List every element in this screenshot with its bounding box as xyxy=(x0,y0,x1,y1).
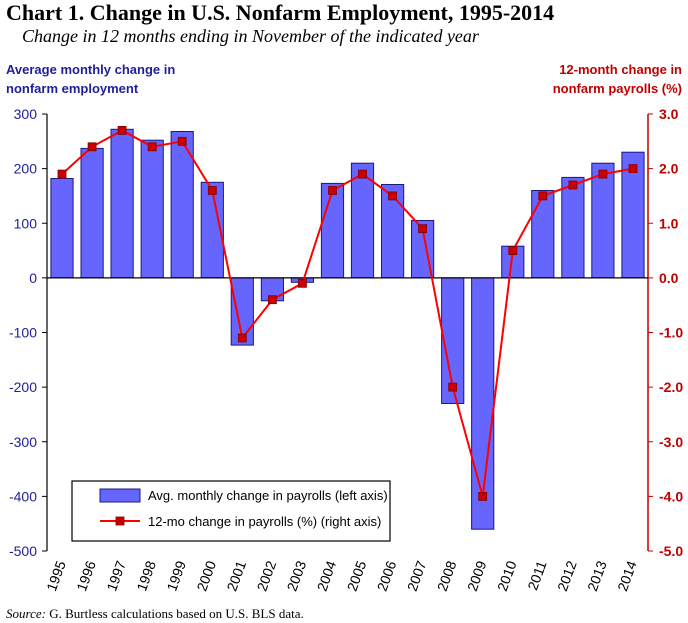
left-tick-label: 0 xyxy=(29,270,37,286)
x-tick-label: 2004 xyxy=(314,558,340,593)
x-tick-label: 2013 xyxy=(584,558,610,593)
left-tick-label: -400 xyxy=(9,488,37,504)
bar-1998 xyxy=(140,139,164,279)
x-tick-label: 2007 xyxy=(404,558,430,593)
line-marker-1998 xyxy=(147,142,157,152)
left-tick-label: -100 xyxy=(9,325,37,341)
x-tick-label: 2010 xyxy=(494,558,520,593)
x-tick-label: 1998 xyxy=(133,558,159,593)
left-axis-label: Average monthly change in nonfarm employ… xyxy=(6,62,176,96)
right-tick-label: 1.0 xyxy=(659,215,679,231)
line-marker-2012 xyxy=(568,180,578,190)
right-tick-label: -2.0 xyxy=(659,379,683,395)
right-tick-label: 0.0 xyxy=(659,270,679,286)
bar-1997 xyxy=(110,128,134,279)
left-tick-label: 200 xyxy=(14,161,38,177)
line-marker-2008 xyxy=(448,382,458,392)
x-tick-label: 1999 xyxy=(163,558,189,593)
bar-2012 xyxy=(561,176,585,279)
line-marker-2003 xyxy=(297,278,307,288)
x-tick-label: 2009 xyxy=(464,558,490,593)
left-tick-label: -200 xyxy=(9,379,37,395)
bar-2013 xyxy=(591,162,615,279)
left-tick-label: -500 xyxy=(9,543,37,559)
line-marker-1996 xyxy=(87,142,97,152)
source-note: Source: G. Burtless calculations based o… xyxy=(6,606,304,622)
payroll-pct-line xyxy=(61,129,634,497)
line-marker-1999 xyxy=(177,136,187,146)
line-marker-2009 xyxy=(478,491,488,501)
source-label: Source: xyxy=(6,606,46,621)
right-tick-label: -5.0 xyxy=(659,543,683,559)
x-tick-label: 2014 xyxy=(614,558,640,593)
x-tick-label: 2000 xyxy=(193,558,219,593)
bar-1996 xyxy=(80,147,104,279)
source-text: G. Burtless calculations based on U.S. B… xyxy=(49,606,304,621)
legend: Avg. monthly change in payrolls (left ax… xyxy=(71,480,391,542)
x-tick-label: 2012 xyxy=(554,558,580,593)
right-tick-label: -1.0 xyxy=(659,325,683,341)
line-marker-2010 xyxy=(508,246,518,256)
line-marker-2001 xyxy=(237,333,247,343)
right-axis-label: 12-month change in nonfarm payrolls (%) xyxy=(552,62,682,96)
legend-line-label: 12-mo change in payrolls (%) (right axis… xyxy=(148,514,381,529)
line-marker-2007 xyxy=(418,224,428,234)
line-marker-1995 xyxy=(57,169,67,179)
line-marker-2005 xyxy=(358,169,367,179)
line-marker-2006 xyxy=(388,191,398,201)
x-tick-label: 2008 xyxy=(434,558,460,593)
right-tick-label: 2.0 xyxy=(659,161,679,177)
line-marker-2011 xyxy=(538,191,548,201)
right-tick-label: -3.0 xyxy=(659,434,683,450)
left-tick-label: 100 xyxy=(14,215,38,231)
line-marker-2013 xyxy=(598,169,608,179)
line-marker-2000 xyxy=(207,186,217,195)
bar-1995 xyxy=(50,178,74,279)
line-marker-1997 xyxy=(117,126,127,135)
legend-marker-swatch xyxy=(115,516,125,526)
chart-title: Chart 1. Change in U.S. Nonfarm Employme… xyxy=(6,0,555,25)
left-tick-label: 300 xyxy=(14,106,38,122)
x-tick-label: 1995 xyxy=(43,558,69,593)
x-tick-label: 2005 xyxy=(344,558,370,593)
bar-2011 xyxy=(531,190,555,279)
x-tick-label: 1997 xyxy=(103,558,129,593)
legend-bar-label: Avg. monthly change in payrolls (left ax… xyxy=(148,488,388,503)
x-tick-label: 2002 xyxy=(254,558,280,593)
x-tick-label: 2011 xyxy=(524,558,549,592)
line-marker-2004 xyxy=(328,186,337,195)
x-tick-label: 1996 xyxy=(73,558,99,593)
x-tick-label: 2003 xyxy=(284,558,310,593)
right-tick-label: 3.0 xyxy=(659,106,679,122)
chart-subtitle: Change in 12 months ending in November o… xyxy=(22,26,479,46)
line-marker-2002 xyxy=(267,295,277,305)
x-tick-label: 2001 xyxy=(223,558,249,593)
legend-bar-swatch xyxy=(99,488,141,503)
line-marker-2014 xyxy=(628,164,638,174)
left-tick-label: -300 xyxy=(9,434,37,450)
x-tick-label: 2006 xyxy=(374,558,400,593)
bar-2004 xyxy=(320,182,345,279)
right-tick-label: -4.0 xyxy=(659,488,683,504)
